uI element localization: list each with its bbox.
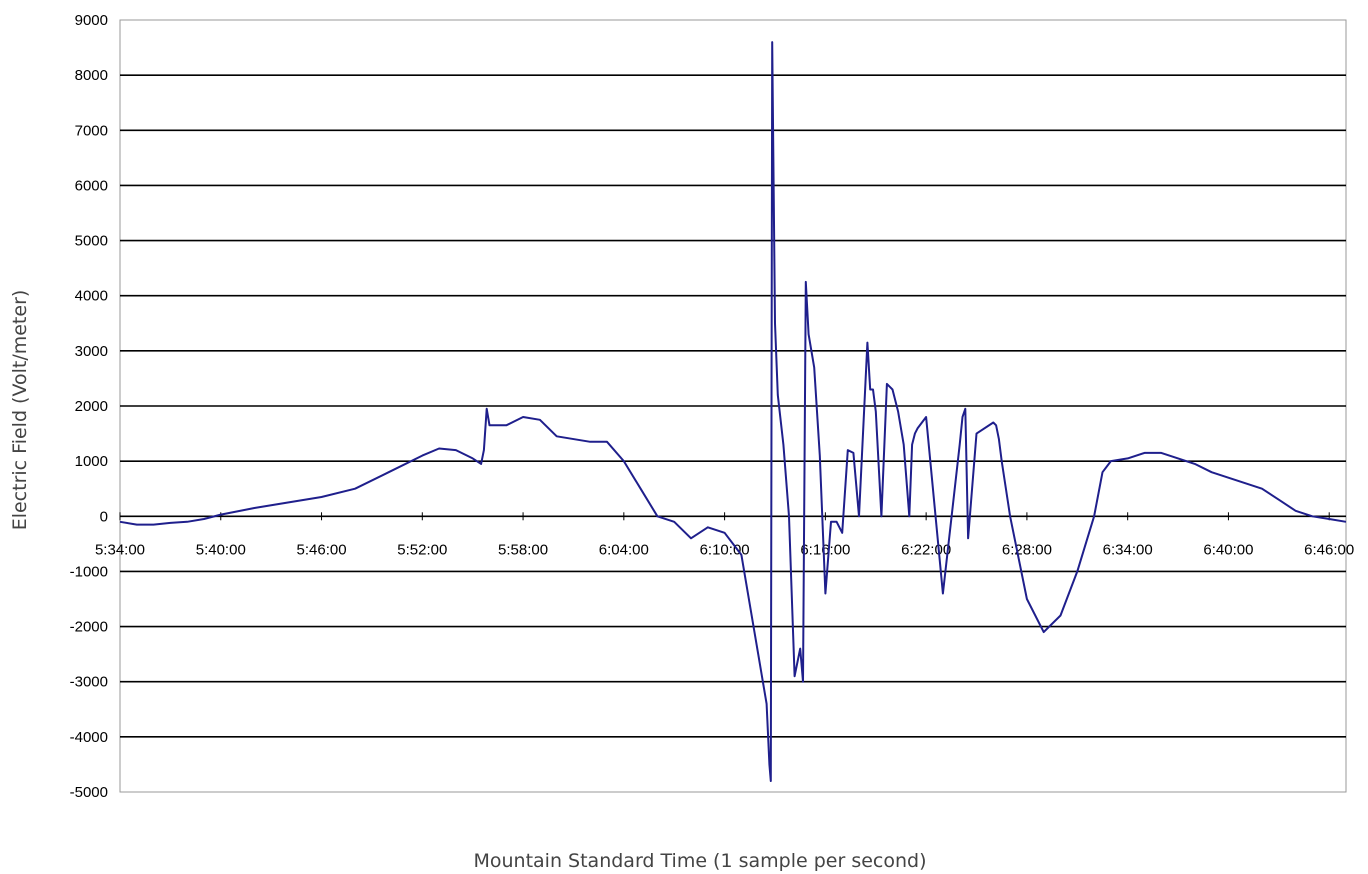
x-tick-label: 5:46:00 [297,541,347,558]
y-tick-label: -1000 [70,563,108,580]
x-tick-label: 6:40:00 [1203,541,1253,558]
y-tick-label: 6000 [75,177,108,194]
y-tick-label: 4000 [75,288,108,305]
y-tick-label: 7000 [75,122,108,139]
y-tick-label: 9000 [75,12,108,29]
y-tick-label: 1000 [75,453,108,470]
y-tick-label: -5000 [70,784,108,801]
x-tick-label: 5:34:00 [95,541,145,558]
x-tick-label: 6:34:00 [1103,541,1153,558]
y-tick-labels: 9000 8000 7000 6000 5000 4000 3000 2000 1000 0 -10… [70,12,108,801]
y-tick-label: -2000 [70,619,108,636]
y-tick-label: 3000 [75,343,108,360]
y-tick-label: -3000 [70,674,108,691]
y-tick-label: 5000 [75,233,108,250]
x-tick-label: 6:16:00 [800,541,850,558]
x-tick-labels: 5:34:00 5:40:00 5:46:00 5:52:00 5:58:00 6:04:… [95,541,1354,558]
x-tick-label: 6:46:00 [1304,541,1354,558]
electric-field-series-line [119,41,1347,782]
x-tick-label: 6:10:00 [700,541,750,558]
x-axis-title: Mountain Standard Time (1 sample per sec… [473,850,926,872]
x-tick-label: 5:58:00 [498,541,548,558]
y-axis-title: Electric Field (Volt/meter) [9,290,31,531]
x-tick-label: 6:22:00 [901,541,951,558]
x-tick-label: 6:28:00 [1002,541,1052,558]
y-tick-label: 8000 [75,67,108,84]
x-tick-label: 5:52:00 [397,541,447,558]
x-tick-label: 5:40:00 [196,541,246,558]
y-tick-label: 0 [100,508,108,525]
y-tick-label: -4000 [70,729,108,746]
x-tick-label: 6:04:00 [599,541,649,558]
y-tick-label: 2000 [75,398,108,415]
gridlines [119,74,1346,738]
